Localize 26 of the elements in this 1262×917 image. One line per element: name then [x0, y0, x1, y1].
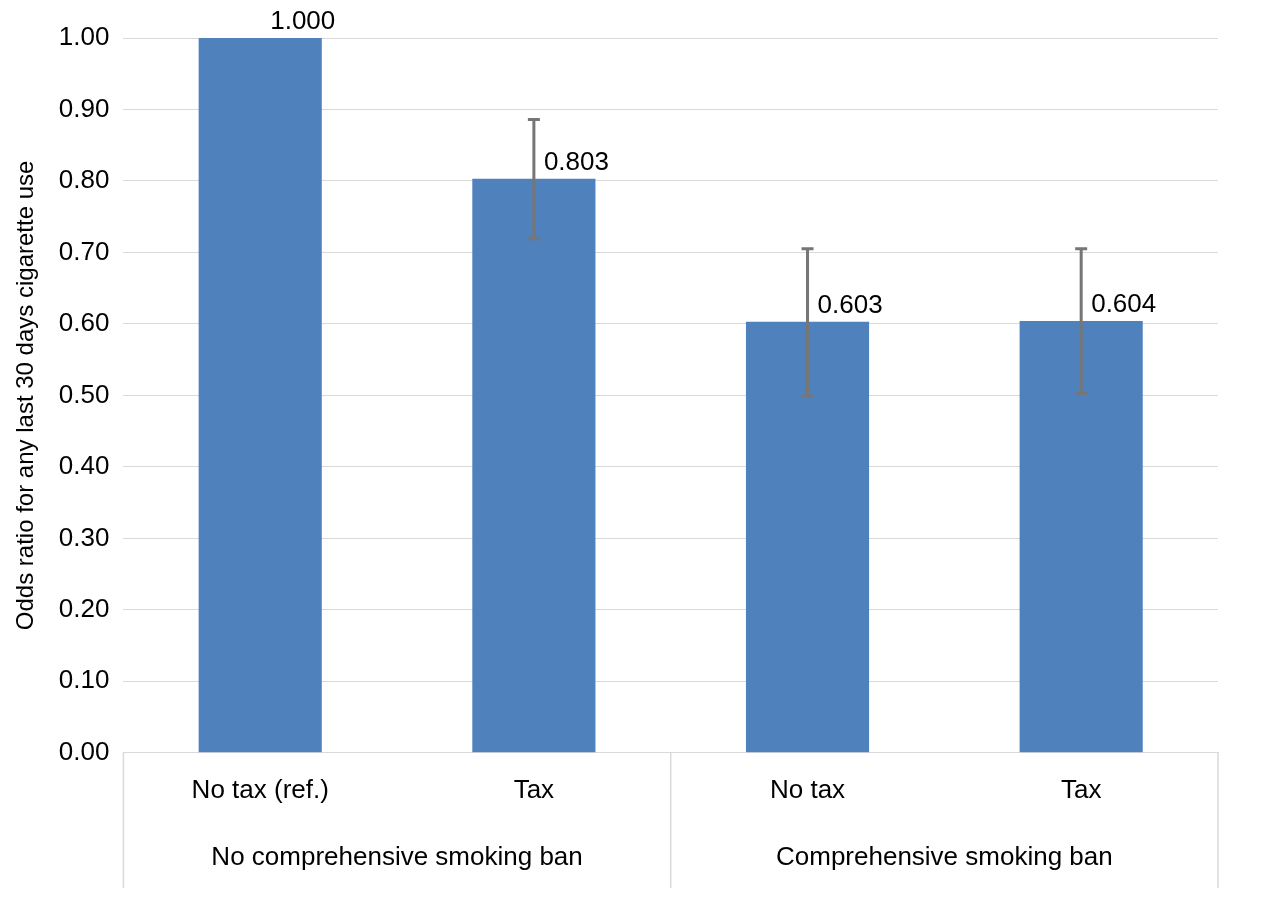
- bar: [198, 38, 322, 753]
- data-label: 0.803: [543, 145, 609, 176]
- y-tick-label: 0.30: [58, 521, 110, 552]
- x-tick-label: No tax: [769, 773, 846, 804]
- x-tick-label: Tax: [1060, 773, 1102, 804]
- y-tick-label: 0.50: [58, 378, 110, 409]
- data-label: 0.603: [817, 288, 883, 319]
- data-label: 1.000: [270, 5, 336, 36]
- text: Comprehensive smoking ban: [775, 841, 1113, 872]
- data-label: 0.604: [1091, 288, 1157, 319]
- y-tick-label: 0.10: [58, 664, 110, 695]
- x-tick-label: Tax: [513, 773, 555, 804]
- bar: [745, 321, 870, 753]
- y-tick-label: 0.20: [58, 593, 110, 624]
- x-tick-label: No tax (ref.): [191, 773, 329, 804]
- text: No comprehensive smoking ban: [211, 841, 583, 872]
- y-tick-label: 0.90: [58, 92, 110, 123]
- y-tick-label: 0.60: [58, 307, 110, 338]
- y-tick-label: 0.00: [58, 735, 110, 766]
- bar: [472, 178, 596, 753]
- y-tick-label: 0.70: [58, 235, 110, 266]
- y-tick-label: 1.00: [58, 21, 110, 52]
- y-tick-label: 0.40: [58, 450, 110, 481]
- bar: [1019, 321, 1143, 753]
- y-axis-title: Odds ratio for any last 30 days cigarette use: [11, 160, 39, 631]
- y-tick-label: 0.80: [58, 164, 110, 195]
